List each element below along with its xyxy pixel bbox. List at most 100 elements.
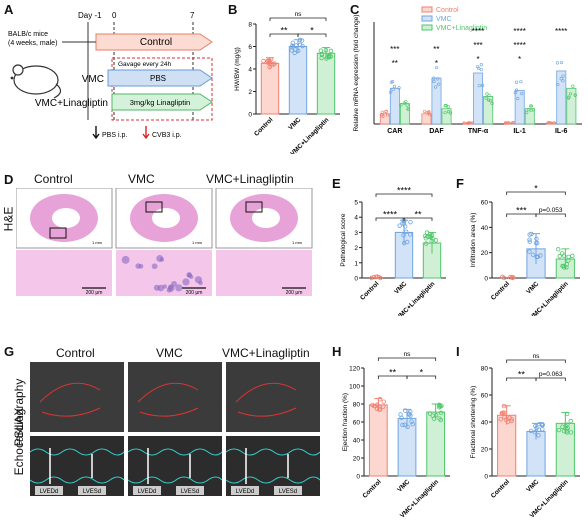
data-point [500, 410, 506, 415]
data-point [480, 83, 485, 87]
y-tick-label: 4 [354, 215, 358, 222]
sig-label: **** [555, 27, 567, 36]
mmode-trace [30, 476, 125, 484]
lv-trace [41, 407, 101, 417]
x-tick-label: DAF [429, 128, 444, 135]
legend-swatch [421, 6, 433, 13]
mmode-trace [225, 476, 321, 484]
data-point [328, 54, 334, 59]
data-point [446, 110, 451, 114]
sig-label: ** [433, 45, 439, 54]
sig-label: p=0.053 [539, 207, 563, 214]
x-tick-label: VMC [525, 280, 540, 295]
echo-images: LVEDd LVESd LVEDd LVESd LVEDd LVESd [30, 362, 321, 496]
data-point [567, 95, 571, 99]
data-point [381, 404, 386, 409]
data-point [434, 65, 439, 70]
infiltrate-spot [159, 257, 165, 262]
y-tick-label: 0 [354, 276, 358, 283]
data-point [328, 48, 334, 54]
bar [556, 70, 567, 125]
legend-label: VMC+Linagliptin [436, 25, 487, 32]
y-tick-label: 0 [248, 112, 252, 119]
lina-arrow [111, 93, 213, 111]
day-7-label: 7 [190, 11, 195, 20]
data-point [299, 38, 305, 43]
sig-label: * [435, 59, 438, 68]
data-point [504, 121, 508, 125]
lv-trace [235, 382, 297, 403]
x-tick-label: VMC [396, 478, 411, 493]
panel-letter-f: F [456, 176, 464, 191]
he-col-vmc: VMC [128, 172, 155, 186]
data-point [527, 249, 532, 254]
panel-letter-h: H [332, 344, 342, 359]
y-tick-label: 60 [353, 420, 361, 427]
y-tick-label: 80 [481, 366, 489, 373]
data-point [402, 422, 407, 428]
lvedd-label: LVEDd [236, 489, 255, 495]
sig-label: ns [533, 353, 541, 360]
vmc-arrow [107, 69, 213, 87]
sig-label: ns [404, 351, 412, 358]
data-point [399, 103, 403, 107]
lvedd-label-box [231, 486, 259, 495]
y-tick-label: 40 [353, 438, 361, 445]
data-point [406, 107, 410, 111]
gavage-box [111, 57, 213, 121]
data-point [561, 79, 565, 83]
data-point [408, 232, 413, 237]
data-point [509, 417, 514, 422]
data-point [498, 417, 503, 422]
he-col-control: Control [34, 172, 73, 186]
x-tick-label: Control [490, 478, 511, 499]
zoom-box [245, 201, 263, 213]
he-images: 1 mm 200 μm 1 mm 200 μm 1 mm 200 μm [16, 188, 313, 296]
data-point [429, 238, 434, 244]
data-point [565, 430, 570, 435]
day-0-label: 0 [112, 11, 117, 20]
zoom-box [49, 227, 67, 239]
data-point [327, 54, 332, 59]
row-vmc-label: VMC [82, 74, 104, 85]
legend-cvb3: CVB3 i.p. [152, 132, 182, 139]
y-tick-label: 5 [354, 200, 358, 207]
row-control-label: Control [140, 37, 172, 48]
sig-label: p=0.063 [539, 371, 563, 378]
data-point [530, 252, 536, 258]
mouse-strain-label: BALB/c mice [8, 31, 48, 38]
lvedd-label: LVEDd [138, 489, 157, 495]
y-tick-label: 0 [356, 474, 360, 481]
data-point [477, 84, 481, 88]
x-tick-label: IL-6 [555, 128, 568, 135]
infiltrate-spot [194, 276, 203, 284]
data-point [422, 233, 428, 239]
data-point [427, 233, 433, 239]
infiltrate-spot [182, 278, 190, 286]
x-tick-label: VMC [393, 280, 408, 295]
data-point [571, 84, 575, 88]
data-point [408, 219, 413, 225]
data-point [548, 121, 552, 125]
data-point [392, 84, 396, 89]
y-tick-label: 20 [353, 456, 361, 463]
data-point [380, 113, 384, 117]
data-point [377, 397, 383, 402]
panel-letter-e: E [332, 176, 341, 191]
data-point [484, 96, 488, 100]
echo-col-control: Control [56, 346, 95, 360]
sig-label: * [476, 55, 479, 64]
mmode-trace [30, 448, 125, 456]
chart-h: 0 20 40 60 80 100 120 Ejection fraction (%) Cont… [342, 351, 450, 518]
sig-label: ns [295, 11, 303, 18]
lvesd-label-box [274, 486, 302, 495]
data-point [566, 254, 571, 260]
sig-label: * [518, 55, 521, 64]
data-point [519, 80, 523, 84]
data-point [556, 427, 562, 433]
data-point [559, 77, 563, 81]
data-point [527, 237, 532, 242]
data-point [377, 407, 383, 412]
data-point [568, 92, 573, 96]
